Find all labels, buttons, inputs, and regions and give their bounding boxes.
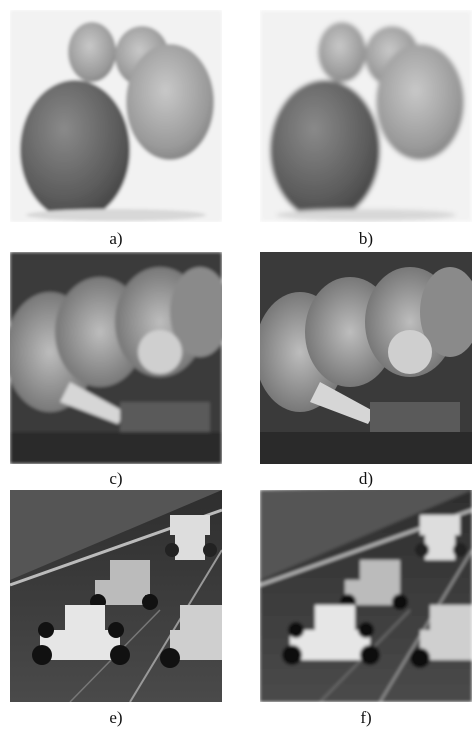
panel-label: c) — [109, 469, 122, 488]
panel-label: e) — [109, 708, 122, 727]
image-b — [260, 10, 472, 222]
page: a) b) c) d) e) f) (() => { const data = … — [0, 0, 473, 729]
figure: a) b) c) d) e) f) — [0, 0, 473, 729]
image-f — [260, 485, 472, 702]
panel-label: f) — [360, 708, 371, 727]
image-e — [10, 485, 222, 702]
panel-label: b) — [359, 229, 373, 248]
image-d — [255, 252, 473, 464]
image-c — [5, 252, 230, 464]
image-a — [10, 10, 222, 222]
panel-label: d) — [359, 469, 373, 488]
panel-label: a) — [109, 229, 122, 248]
